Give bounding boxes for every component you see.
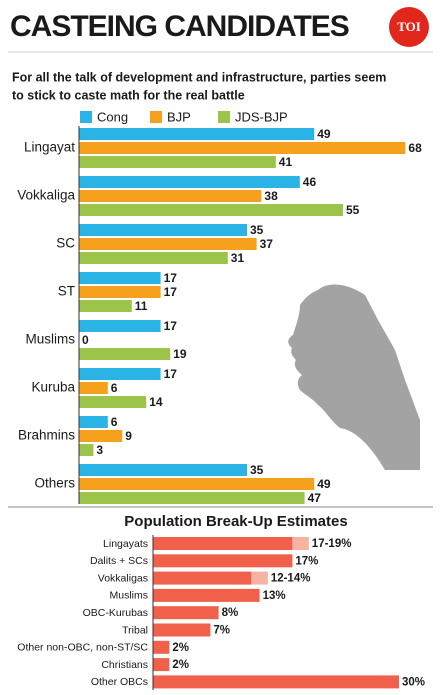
value-label: 8% — [222, 607, 239, 619]
subtitle: to stick to caste math for the real batt… — [12, 88, 245, 102]
bar — [79, 382, 108, 394]
bar — [79, 176, 300, 188]
bar — [79, 224, 247, 236]
subtitle: For all the talk of development and infr… — [12, 70, 386, 84]
category-label: Christians — [101, 659, 148, 671]
bar — [79, 190, 262, 202]
category-label: Muslims — [110, 590, 149, 602]
bar — [153, 658, 170, 672]
bar — [153, 571, 252, 585]
bar — [79, 300, 132, 312]
value-label: 17 — [164, 285, 178, 299]
value-label: 17 — [164, 271, 178, 285]
value-label: 11 — [135, 299, 148, 313]
silhouette — [288, 284, 420, 470]
bar — [79, 320, 161, 332]
title: CASTEING CANDIDATES — [10, 10, 349, 43]
value-label: 17-19% — [312, 538, 352, 550]
category-label: Muslims — [26, 332, 76, 347]
bar — [79, 156, 276, 168]
value-label: 6 — [111, 415, 118, 429]
bar — [79, 142, 406, 154]
bar — [79, 204, 343, 216]
value-label: 17 — [164, 367, 178, 381]
legend-label: Cong — [97, 109, 128, 124]
value-label: 31 — [231, 251, 245, 265]
bar — [153, 606, 219, 620]
bar — [79, 128, 315, 140]
value-label: 35 — [250, 463, 264, 477]
bar — [79, 464, 247, 476]
value-label: 37 — [260, 237, 274, 251]
value-label: 17 — [164, 319, 178, 333]
value-label: 3 — [96, 443, 103, 457]
value-label: 49 — [317, 477, 331, 491]
legend-swatch — [150, 111, 162, 123]
bar — [153, 675, 399, 689]
bar — [79, 348, 171, 360]
bar — [79, 272, 161, 284]
logo-badge — [389, 7, 429, 47]
bar — [79, 478, 315, 490]
value-label: 68 — [408, 141, 422, 155]
value-label: 0 — [82, 333, 89, 347]
value-label: 14 — [149, 395, 163, 409]
category-label: Others — [34, 476, 75, 491]
bar — [153, 623, 211, 637]
value-label: 49 — [317, 127, 331, 141]
value-label: 7% — [213, 625, 230, 637]
value-label: 12-14% — [271, 573, 311, 585]
category-label: Kuruba — [31, 380, 75, 395]
chart-title: Population Break-Up Estimates — [124, 513, 347, 530]
category-label: SC — [56, 236, 75, 251]
bar — [79, 368, 161, 380]
value-label: 35 — [250, 223, 264, 237]
value-label: 17% — [295, 555, 318, 567]
value-label: 41 — [279, 155, 293, 169]
bar — [79, 286, 161, 298]
value-label: 19 — [173, 347, 187, 361]
logo: TOI — [397, 19, 421, 34]
value-label: 46 — [303, 175, 317, 189]
bar — [79, 252, 228, 264]
value-label: 2% — [172, 659, 189, 671]
legend-label: JDS-BJP — [235, 109, 288, 124]
value-label: 13% — [263, 590, 286, 602]
category-label: Vokkaligas — [98, 572, 148, 584]
value-label: 2% — [172, 642, 189, 654]
category-label: Vokkaliga — [17, 188, 75, 203]
value-label: 9 — [125, 429, 132, 443]
category-label: ST — [58, 284, 75, 299]
legend-swatch — [80, 111, 92, 123]
bar — [153, 640, 170, 654]
bar — [79, 492, 305, 504]
bar — [153, 588, 260, 602]
value-label: 55 — [346, 203, 360, 217]
bar — [79, 430, 123, 442]
category-label: Lingayats — [103, 538, 148, 550]
bar — [153, 554, 293, 568]
bar — [153, 537, 293, 550]
category-label: Brahmins — [18, 428, 75, 443]
legend-swatch — [218, 111, 230, 123]
category-label: Lingayat — [24, 140, 75, 155]
bar — [79, 444, 94, 456]
range-bar — [292, 537, 309, 550]
value-label: 38 — [264, 189, 278, 203]
category-label: OBC-Kurubas — [83, 607, 148, 619]
bar — [79, 416, 108, 428]
category-label: Dalits + SCs — [90, 555, 148, 567]
value-label: 47 — [308, 491, 322, 505]
range-bar — [251, 571, 268, 585]
category-label: Tribal — [122, 624, 148, 636]
value-label: 30% — [402, 676, 425, 688]
value-label: 6 — [111, 381, 118, 395]
bar — [79, 238, 257, 250]
category-label: Other non-OBC, non-ST/SC — [17, 642, 148, 654]
category-label: Other OBCs — [91, 676, 148, 688]
legend-label: BJP — [167, 109, 191, 124]
bar — [79, 396, 147, 408]
